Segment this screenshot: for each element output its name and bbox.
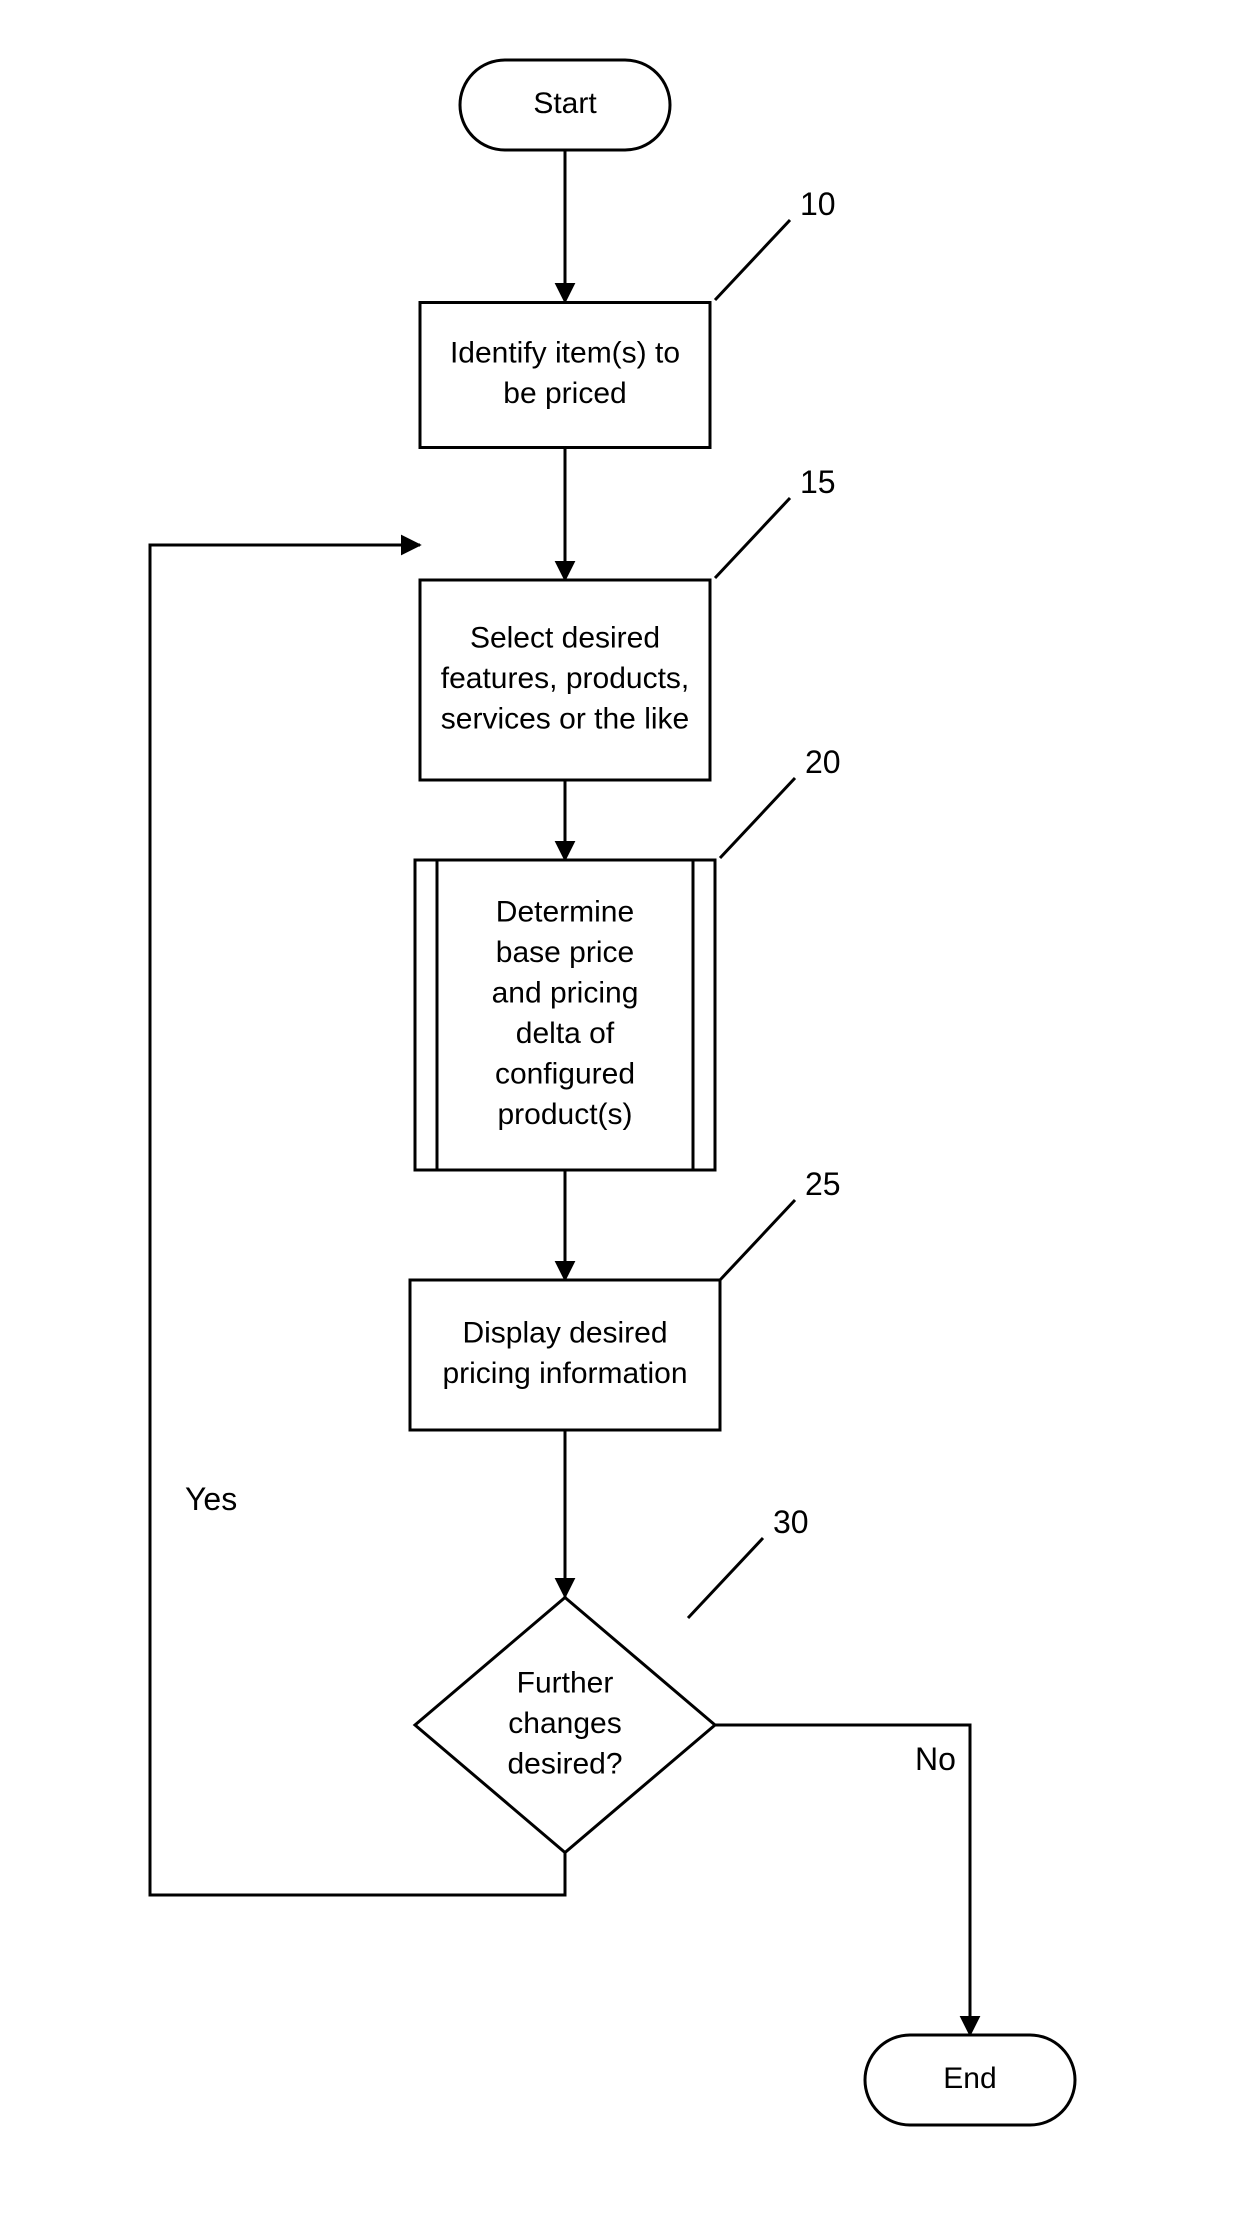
node-text: services or the like — [441, 702, 689, 735]
node-text: End — [943, 2062, 996, 2095]
ref-number: 30 — [773, 1504, 809, 1540]
node-text: delta of — [516, 1017, 615, 1050]
node-text: Identify item(s) to — [450, 337, 680, 370]
node-end: End — [865, 2035, 1075, 2125]
flowchart-canvas: No Yes Start Identify item(s) to be priced Se… — [0, 0, 1258, 2235]
edge-label: No — [915, 1741, 956, 1777]
ref-number: 10 — [800, 186, 836, 222]
node-text: Start — [533, 87, 597, 120]
node-start: Start — [460, 60, 670, 150]
node-text: Select desired — [470, 621, 660, 654]
ref-leader — [715, 220, 790, 300]
edge-label: Yes — [185, 1481, 237, 1517]
node-text: Determine — [496, 896, 634, 929]
node-text: be priced — [503, 377, 626, 410]
node-text: base price — [496, 936, 634, 969]
node-text: configured — [495, 1058, 635, 1091]
ref-leader — [720, 1200, 795, 1280]
node-n30: Further changes desired? — [415, 1598, 715, 1853]
ref-leader — [720, 778, 795, 858]
ref-number: 15 — [800, 464, 836, 500]
node-n25: Display desired pricing information — [410, 1280, 720, 1430]
node-text: Further — [517, 1666, 614, 1699]
node-text: Display desired — [462, 1317, 667, 1350]
ref-leader — [688, 1538, 763, 1618]
node-text: and pricing — [492, 977, 639, 1010]
node-n20: Determine base price and pricing delta of co… — [415, 860, 715, 1170]
ref-number: 25 — [805, 1166, 841, 1202]
node-text: desired? — [507, 1747, 622, 1780]
node-text: changes — [508, 1707, 621, 1740]
ref-leader — [715, 498, 790, 578]
node-text: pricing information — [442, 1357, 687, 1390]
node-n15: Select desired features, products, service… — [420, 580, 710, 780]
ref-number: 20 — [805, 744, 841, 780]
node-text: product(s) — [497, 1098, 632, 1131]
node-text: features, products, — [441, 662, 689, 695]
node-n10: Identify item(s) to be priced — [420, 303, 710, 448]
